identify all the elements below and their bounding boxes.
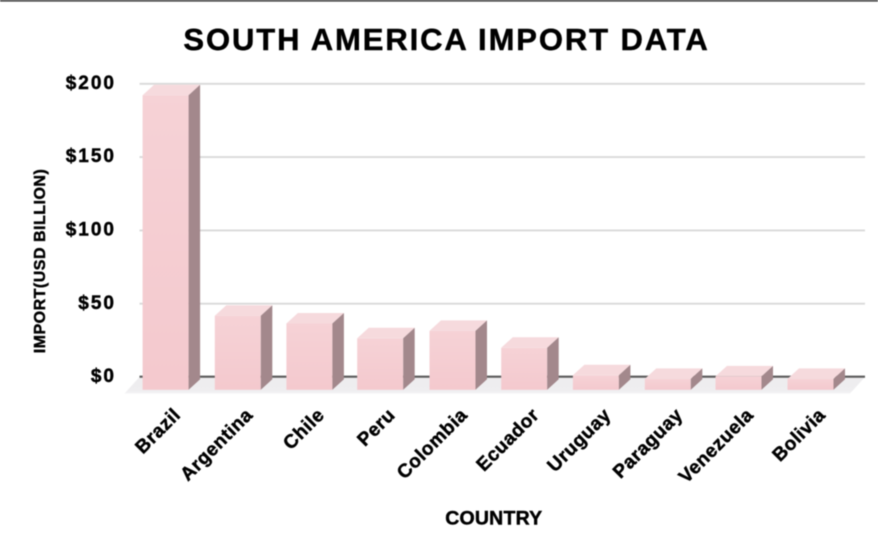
svg-text:$50: $50 bbox=[78, 293, 116, 314]
svg-text:$200: $200 bbox=[66, 73, 116, 94]
svg-text:COUNTRY: COUNTRY bbox=[445, 508, 542, 530]
svg-text:$150: $150 bbox=[66, 146, 116, 167]
svg-text:$0: $0 bbox=[91, 366, 116, 387]
svg-text:SOUTH AMERICA IMPORT DATA: SOUTH AMERICA IMPORT DATA bbox=[183, 22, 709, 57]
svg-text:IMPORT(USD BILLION): IMPORT(USD BILLION) bbox=[32, 169, 49, 354]
svg-text:$100: $100 bbox=[66, 220, 116, 241]
